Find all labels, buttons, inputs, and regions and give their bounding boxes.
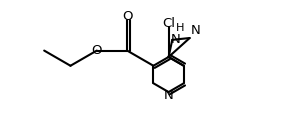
Text: N: N: [164, 89, 173, 102]
Text: N: N: [171, 33, 181, 46]
Text: H: H: [176, 23, 185, 33]
Text: Cl: Cl: [162, 17, 175, 30]
Text: N: N: [191, 24, 201, 37]
Text: O: O: [92, 44, 102, 57]
Text: O: O: [122, 10, 132, 23]
